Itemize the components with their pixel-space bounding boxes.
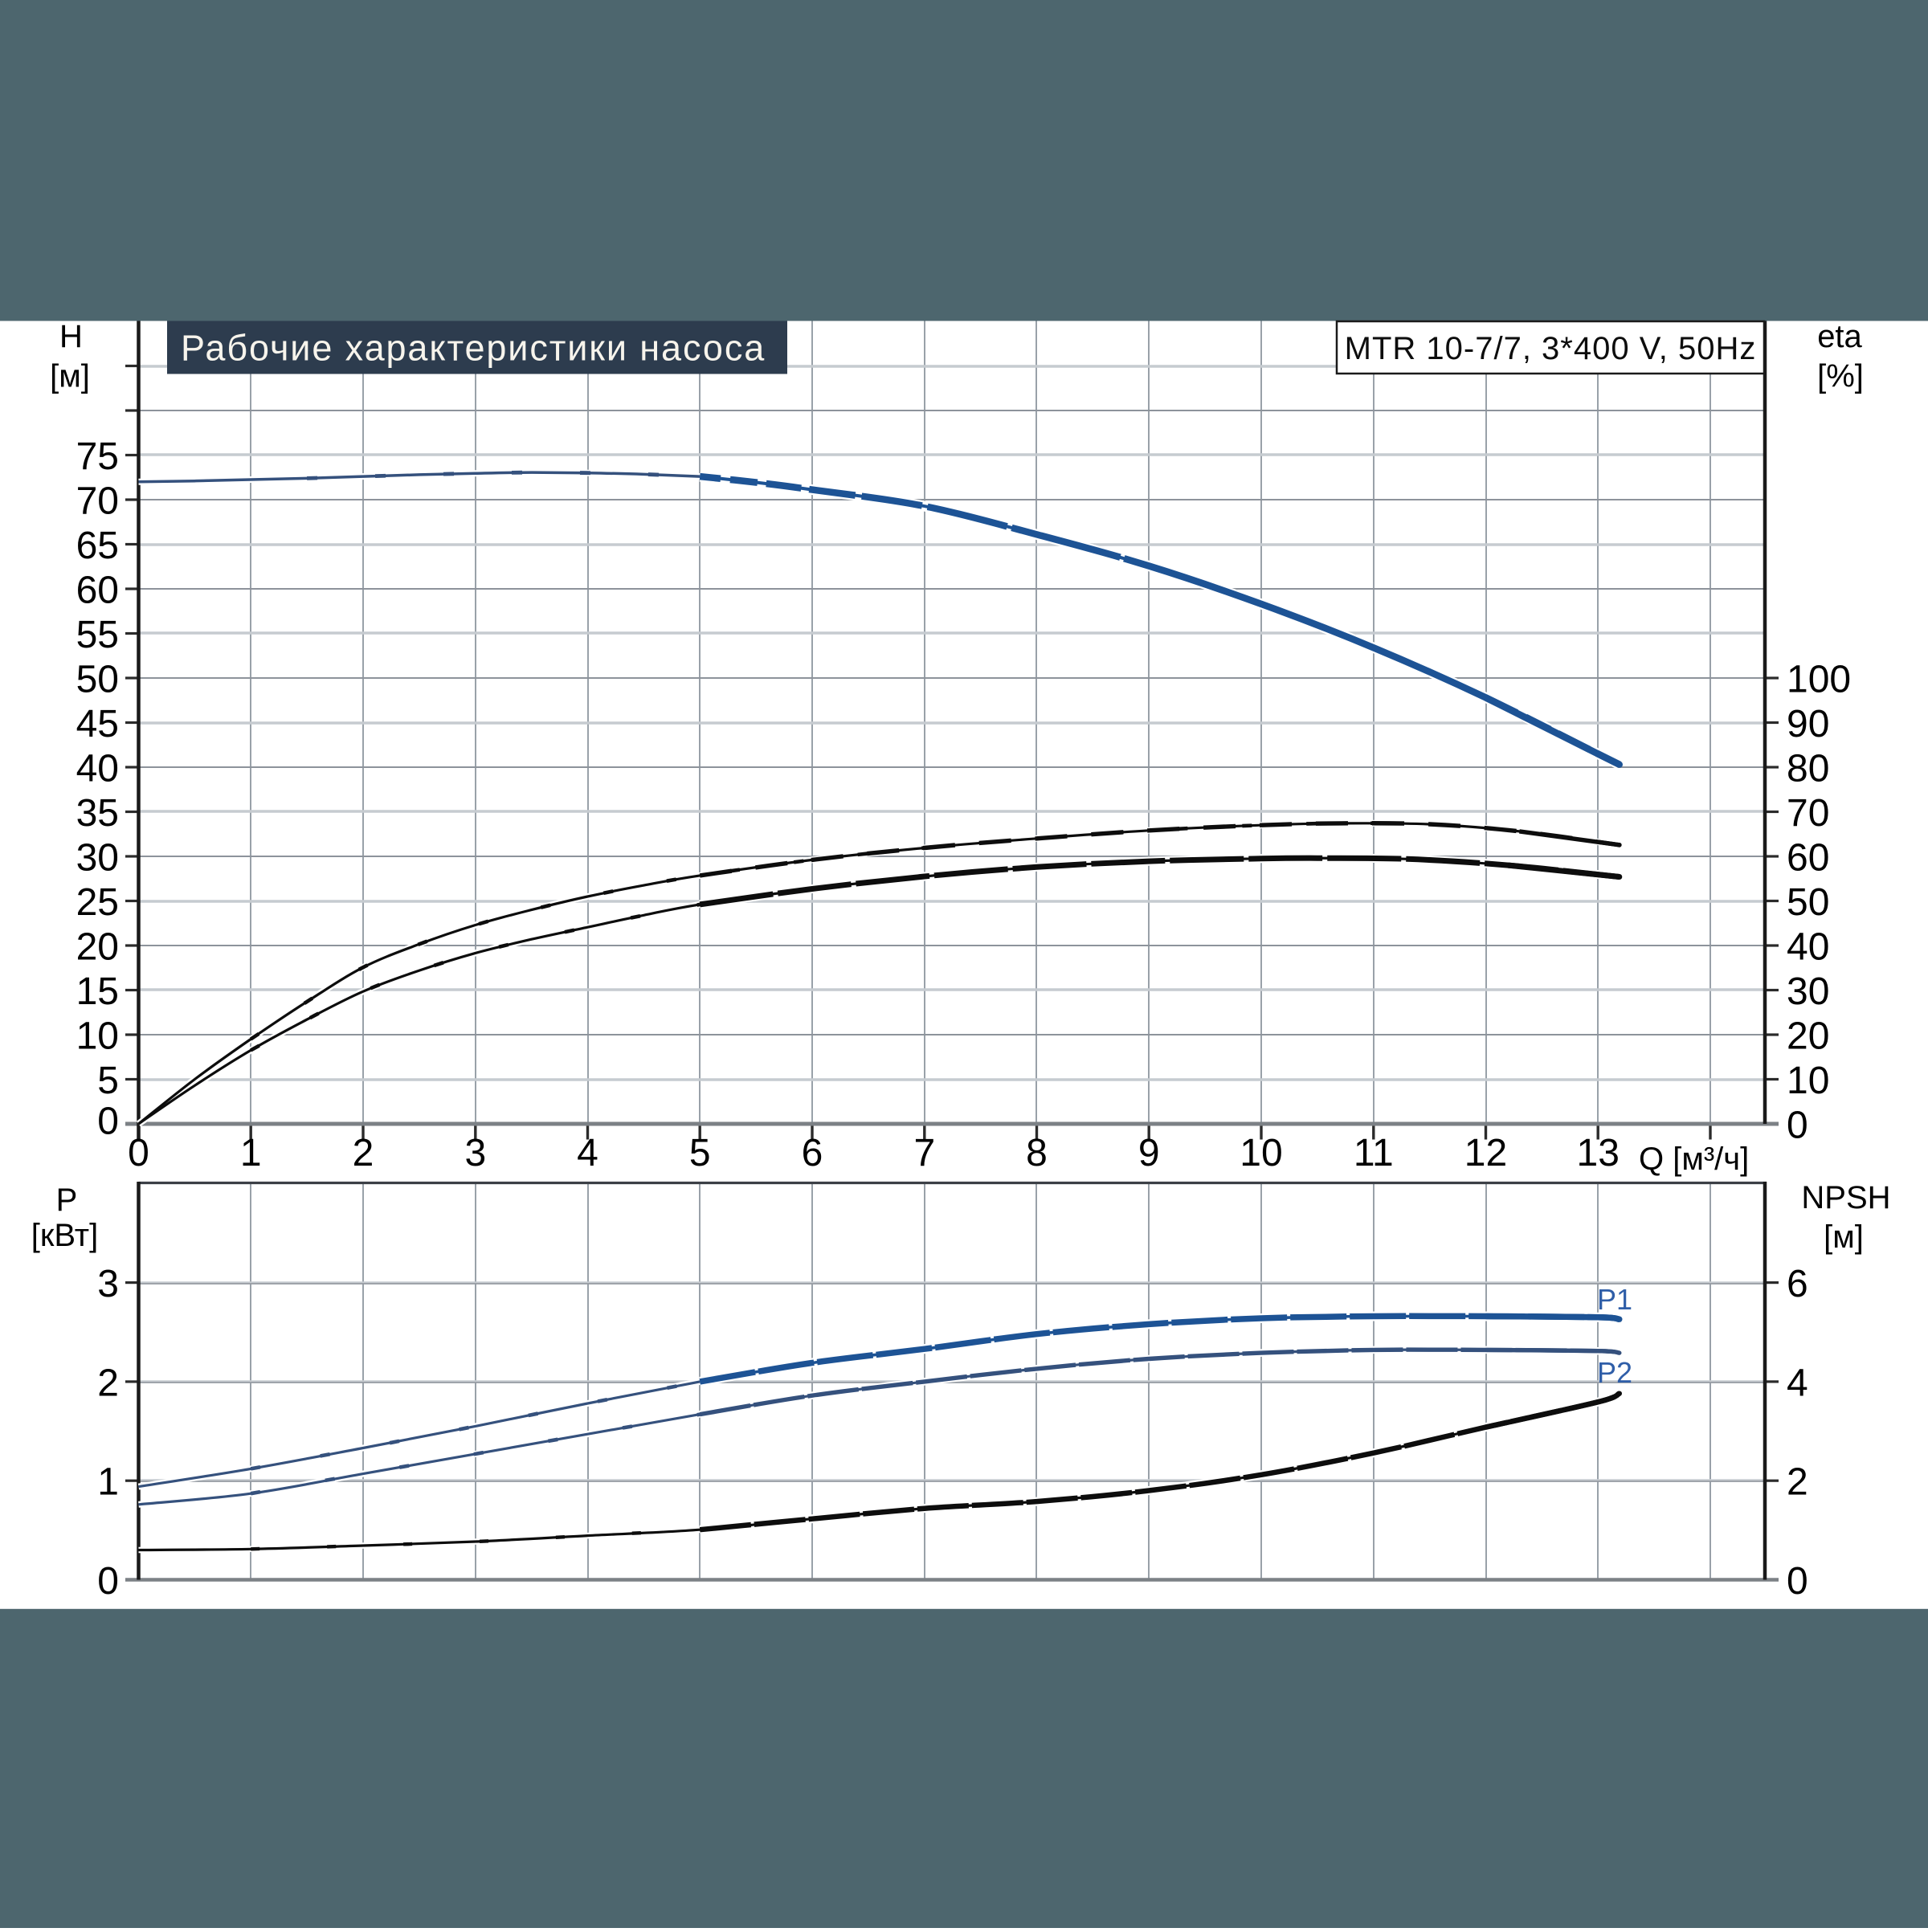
svg-text:0: 0 xyxy=(1787,1105,1808,1147)
svg-text:0: 0 xyxy=(97,1101,119,1143)
svg-text:15: 15 xyxy=(76,970,119,1013)
svg-text:65: 65 xyxy=(76,525,119,567)
svg-text:P: P xyxy=(56,1182,78,1218)
svg-text:10: 10 xyxy=(1787,1060,1829,1102)
svg-text:2: 2 xyxy=(1787,1461,1808,1504)
svg-text:4: 4 xyxy=(1787,1362,1808,1404)
svg-text:7: 7 xyxy=(913,1132,935,1174)
svg-text:13: 13 xyxy=(1577,1132,1620,1174)
svg-text:12: 12 xyxy=(1464,1132,1507,1174)
svg-text:MTR 10-7/7, 3*400 V, 50Hz: MTR 10-7/7, 3*400 V, 50Hz xyxy=(1345,331,1757,366)
svg-text:6: 6 xyxy=(1787,1263,1808,1305)
svg-text:P2: P2 xyxy=(1597,1356,1632,1389)
svg-text:Q [м³/ч]: Q [м³/ч] xyxy=(1639,1142,1749,1177)
svg-text:1: 1 xyxy=(97,1461,119,1504)
svg-text:90: 90 xyxy=(1787,703,1829,745)
svg-text:0: 0 xyxy=(128,1132,149,1174)
svg-text:10: 10 xyxy=(76,1015,119,1058)
svg-text:70: 70 xyxy=(1787,792,1829,835)
svg-text:5: 5 xyxy=(689,1132,711,1174)
svg-text:40: 40 xyxy=(1787,926,1829,969)
svg-text:NPSH: NPSH xyxy=(1801,1180,1890,1215)
svg-text:0: 0 xyxy=(1787,1560,1808,1603)
svg-text:3: 3 xyxy=(97,1263,119,1305)
svg-text:2: 2 xyxy=(353,1132,374,1174)
svg-text:35: 35 xyxy=(76,792,119,835)
svg-text:2: 2 xyxy=(97,1362,119,1404)
svg-text:1: 1 xyxy=(240,1132,262,1174)
svg-text:10: 10 xyxy=(1240,1132,1282,1174)
svg-text:80: 80 xyxy=(1787,748,1829,790)
svg-text:60: 60 xyxy=(1787,837,1829,880)
svg-text:[м]: [м] xyxy=(50,359,90,394)
svg-text:60: 60 xyxy=(76,570,119,612)
svg-text:20: 20 xyxy=(1787,1015,1829,1058)
svg-text:11: 11 xyxy=(1354,1132,1394,1174)
svg-text:50: 50 xyxy=(76,659,119,701)
svg-text:H: H xyxy=(59,319,83,354)
svg-text:3: 3 xyxy=(464,1132,486,1174)
svg-text:Рабочие характеристики насоса: Рабочие характеристики насоса xyxy=(181,328,766,369)
svg-text:[%]: [%] xyxy=(1817,359,1864,394)
svg-text:eta: eta xyxy=(1817,319,1862,354)
svg-text:P1: P1 xyxy=(1597,1283,1632,1316)
svg-text:45: 45 xyxy=(76,703,119,745)
svg-text:0: 0 xyxy=(97,1560,119,1603)
svg-text:50: 50 xyxy=(1787,881,1829,924)
svg-text:5: 5 xyxy=(97,1060,119,1102)
svg-text:40: 40 xyxy=(76,748,119,790)
svg-text:20: 20 xyxy=(76,926,119,969)
svg-text:30: 30 xyxy=(1787,970,1829,1013)
svg-text:[кВт]: [кВт] xyxy=(31,1218,98,1253)
svg-text:100: 100 xyxy=(1787,659,1851,701)
svg-text:55: 55 xyxy=(76,614,119,656)
svg-text:8: 8 xyxy=(1026,1132,1048,1174)
svg-text:25: 25 xyxy=(76,881,119,924)
svg-text:9: 9 xyxy=(1138,1132,1160,1174)
svg-text:4: 4 xyxy=(577,1132,598,1174)
svg-text:30: 30 xyxy=(76,837,119,880)
svg-text:75: 75 xyxy=(76,435,119,478)
svg-text:70: 70 xyxy=(76,480,119,523)
svg-text:6: 6 xyxy=(802,1132,823,1174)
svg-text:[м]: [м] xyxy=(1824,1219,1864,1255)
